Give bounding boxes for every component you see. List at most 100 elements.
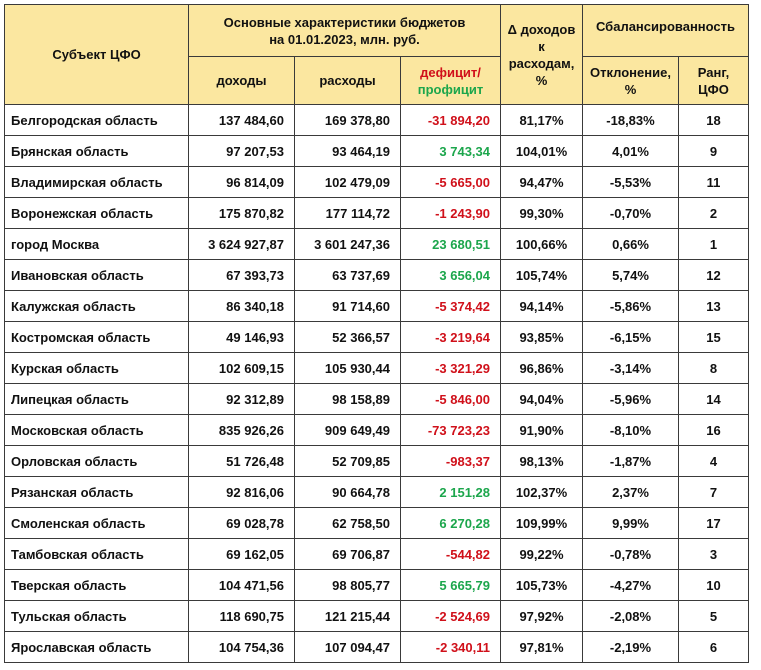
expense-cell: 169 378,80 <box>294 104 401 136</box>
table-row: город Москва 3 624 927,87 3 601 247,36 23 6… <box>4 228 749 260</box>
delta-cell: 81,17% <box>500 104 583 136</box>
rank-cell: 10 <box>678 569 749 601</box>
rank-cell: 13 <box>678 290 749 322</box>
balance-cell: -5 374,42 <box>400 290 501 322</box>
income-cell: 92 312,89 <box>188 383 295 415</box>
delta-cell: 109,99% <box>500 507 583 539</box>
table-row: Тамбовская область 69 162,05 69 706,87 -544… <box>4 538 749 570</box>
balance-cell: 5 665,79 <box>400 569 501 601</box>
header-subject: Субъект ЦФО <box>4 4 189 105</box>
header-delta: Δ доходов к расходам, % <box>500 4 583 105</box>
region-name-cell: Воронежская область <box>4 197 189 229</box>
income-cell: 86 340,18 <box>188 290 295 322</box>
delta-cell: 91,90% <box>500 414 583 446</box>
balance-cell: -5 846,00 <box>400 383 501 415</box>
rank-cell: 16 <box>678 414 749 446</box>
deviation-cell: -2,08% <box>582 600 679 632</box>
rank-cell: 7 <box>678 476 749 508</box>
delta-cell: 93,85% <box>500 321 583 353</box>
deviation-cell: 9,99% <box>582 507 679 539</box>
expense-cell: 63 737,69 <box>294 259 401 291</box>
delta-cell: 96,86% <box>500 352 583 384</box>
table-row: Брянская область 97 207,53 93 464,19 3 743,… <box>4 135 749 167</box>
balance-cell: -3 321,29 <box>400 352 501 384</box>
income-cell: 102 609,15 <box>188 352 295 384</box>
rank-cell: 12 <box>678 259 749 291</box>
deviation-cell: -5,86% <box>582 290 679 322</box>
balance-cell: -2 524,69 <box>400 600 501 632</box>
table-header: Субъект ЦФО Основные характеристики бюдж… <box>4 4 749 105</box>
balance-cell: 3 743,34 <box>400 135 501 167</box>
expense-cell: 3 601 247,36 <box>294 228 401 260</box>
table-row: Костромская область 49 146,93 52 366,57 -3 … <box>4 321 749 353</box>
deviation-cell: -5,96% <box>582 383 679 415</box>
delta-cell: 105,74% <box>500 259 583 291</box>
region-name-cell: Курская область <box>4 352 189 384</box>
balance-cell: 6 270,28 <box>400 507 501 539</box>
table-row: Рязанская область 92 816,06 90 664,78 2 151… <box>4 476 749 508</box>
header-deficit: дефицит/ <box>420 64 481 80</box>
table-row: Курская область 102 609,15 105 930,44 -3 32… <box>4 352 749 384</box>
header-deviation: Отклонение, % <box>582 56 679 105</box>
income-cell: 51 726,48 <box>188 445 295 477</box>
table-row: Смоленская область 69 028,78 62 758,50 6 27… <box>4 507 749 539</box>
income-cell: 69 162,05 <box>188 538 295 570</box>
expense-cell: 93 464,19 <box>294 135 401 167</box>
rank-cell: 15 <box>678 321 749 353</box>
region-name-cell: Рязанская область <box>4 476 189 508</box>
region-name-cell: Московская область <box>4 414 189 446</box>
balance-cell: 2 151,28 <box>400 476 501 508</box>
income-cell: 104 754,36 <box>188 631 295 663</box>
region-name-cell: Смоленская область <box>4 507 189 539</box>
rank-cell: 8 <box>678 352 749 384</box>
expense-cell: 105 930,44 <box>294 352 401 384</box>
table-row: Тульская область 118 690,75 121 215,44 -2 5… <box>4 600 749 632</box>
expense-cell: 62 758,50 <box>294 507 401 539</box>
balance-cell: -5 665,00 <box>400 166 501 198</box>
balance-cell: 3 656,04 <box>400 259 501 291</box>
rank-cell: 6 <box>678 631 749 663</box>
expense-cell: 102 479,09 <box>294 166 401 198</box>
balance-cell: -31 894,20 <box>400 104 501 136</box>
income-cell: 67 393,73 <box>188 259 295 291</box>
income-cell: 137 484,60 <box>188 104 295 136</box>
delta-cell: 100,66% <box>500 228 583 260</box>
region-name-cell: Липецкая область <box>4 383 189 415</box>
budget-table: Субъект ЦФО Основные характеристики бюдж… <box>4 4 749 663</box>
expense-cell: 91 714,60 <box>294 290 401 322</box>
region-name-cell: Ивановская область <box>4 259 189 291</box>
region-name-cell: Брянская область <box>4 135 189 167</box>
rank-cell: 9 <box>678 135 749 167</box>
region-name-cell: Белгородская область <box>4 104 189 136</box>
balance-cell: -983,37 <box>400 445 501 477</box>
balance-cell: -1 243,90 <box>400 197 501 229</box>
income-cell: 118 690,75 <box>188 600 295 632</box>
rank-cell: 17 <box>678 507 749 539</box>
deviation-cell: 5,74% <box>582 259 679 291</box>
header-income: доходы <box>188 56 295 105</box>
deviation-cell: -1,87% <box>582 445 679 477</box>
expense-cell: 98 158,89 <box>294 383 401 415</box>
income-cell: 69 028,78 <box>188 507 295 539</box>
region-name-cell: город Москва <box>4 228 189 260</box>
rank-cell: 11 <box>678 166 749 198</box>
delta-cell: 104,01% <box>500 135 583 167</box>
region-name-cell: Калужская область <box>4 290 189 322</box>
table-row: Воронежская область 175 870,82 177 114,72-… <box>4 197 749 229</box>
region-name-cell: Тамбовская область <box>4 538 189 570</box>
income-cell: 92 816,06 <box>188 476 295 508</box>
rank-cell: 1 <box>678 228 749 260</box>
region-name-cell: Тульская область <box>4 600 189 632</box>
income-cell: 96 814,09 <box>188 166 295 198</box>
table-row: Владимирская область 96 814,09 102 479,09-… <box>4 166 749 198</box>
table-row: Ярославская область 104 754,36 107 094,47-… <box>4 631 749 663</box>
expense-cell: 98 805,77 <box>294 569 401 601</box>
deviation-cell: -18,83% <box>582 104 679 136</box>
table-row: Калужская область 86 340,18 91 714,60 -5 37… <box>4 290 749 322</box>
delta-cell: 94,14% <box>500 290 583 322</box>
table-row: Белгородская область 137 484,60 169 378,80… <box>4 104 749 136</box>
expense-cell: 121 215,44 <box>294 600 401 632</box>
delta-cell: 97,92% <box>500 600 583 632</box>
income-cell: 49 146,93 <box>188 321 295 353</box>
header-rank: Ранг, ЦФО <box>678 56 749 105</box>
